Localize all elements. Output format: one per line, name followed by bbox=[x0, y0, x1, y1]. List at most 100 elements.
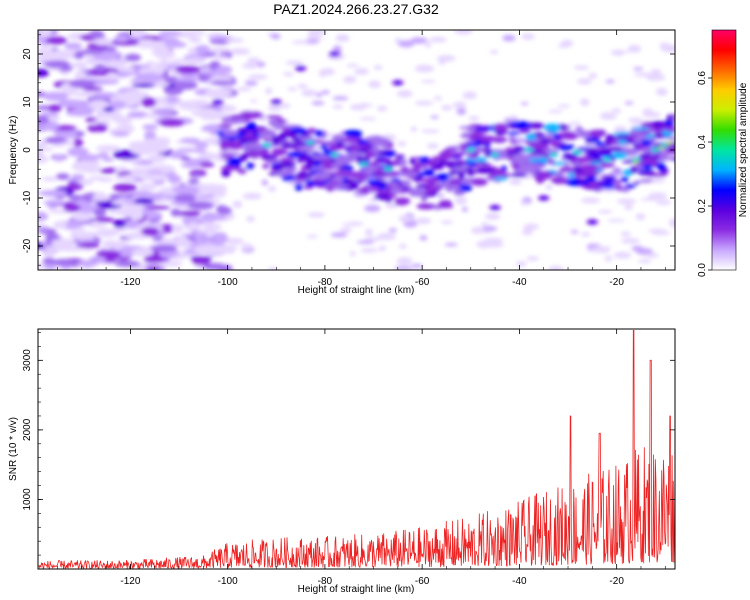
spectrogram-cell bbox=[277, 170, 288, 177]
spectrogram-cell bbox=[616, 134, 624, 139]
spectrogram-cell bbox=[436, 55, 456, 62]
spectrogram-cell bbox=[224, 143, 244, 150]
spectrogram-cell bbox=[262, 163, 270, 169]
spectrogram-cell bbox=[573, 65, 590, 70]
spectrogram-cell bbox=[326, 133, 334, 137]
spectrogram-cell bbox=[650, 68, 662, 75]
spectrogram-cell bbox=[384, 151, 396, 156]
spectrogram-cell bbox=[509, 173, 528, 178]
spectrogram-cell bbox=[550, 267, 561, 270]
spectrogram-cell bbox=[67, 62, 84, 68]
spectrogram-cell bbox=[123, 66, 136, 73]
spectrogram-cell bbox=[239, 111, 256, 120]
spectrogram-cell bbox=[53, 220, 68, 229]
spectrogram-cell bbox=[241, 62, 259, 69]
spectrogram-cell bbox=[620, 176, 630, 182]
spectrogram-cell bbox=[38, 115, 50, 125]
spectrogram-cell bbox=[341, 155, 351, 162]
spectrogram-cell bbox=[158, 30, 183, 37]
spectrogram-cell bbox=[452, 101, 467, 109]
spectrogram-cell bbox=[188, 222, 200, 231]
spectrogram-cell bbox=[580, 232, 591, 237]
spectrogram-cell bbox=[305, 161, 316, 166]
spectrogram-cell bbox=[444, 184, 461, 191]
spectrogram-cell bbox=[256, 61, 266, 68]
spectrogram-cell bbox=[471, 226, 484, 234]
spectrogram-cell bbox=[267, 104, 282, 112]
snr-y-label: SNR (10 * v/v) bbox=[8, 417, 19, 481]
spectrogram-cell bbox=[331, 163, 341, 169]
spectrogram-cell bbox=[174, 77, 200, 82]
spectrogram-cell bbox=[665, 147, 675, 155]
spectrogram-cell bbox=[63, 140, 75, 146]
spectrogram-cell bbox=[143, 255, 165, 263]
spectrogram-cell bbox=[438, 151, 451, 157]
spectrogram-cell bbox=[636, 248, 654, 256]
spectrogram-cell bbox=[484, 213, 501, 220]
spectrogram-cell bbox=[604, 158, 610, 162]
spectrogram-cell bbox=[155, 49, 176, 60]
spectrogram-cell bbox=[525, 133, 536, 141]
spectrogram-cell bbox=[361, 102, 368, 108]
spectrogram-cell bbox=[641, 164, 652, 170]
spectrogram-cell bbox=[38, 225, 49, 231]
spectrogram-cell bbox=[301, 89, 317, 97]
spectrogram-cell bbox=[658, 155, 675, 160]
spectrogram-cell bbox=[357, 140, 370, 145]
spectrogram-cell bbox=[77, 179, 94, 186]
spectrogram-cell bbox=[377, 105, 388, 112]
spectrogram-cell bbox=[365, 228, 373, 237]
spectrogram-cell bbox=[271, 135, 284, 143]
spectrogram-cell bbox=[247, 150, 266, 157]
snr-x-ticks: -120 -100 -80 -60 -40 -20 bbox=[57, 329, 666, 587]
spectrogram-cell bbox=[662, 143, 668, 147]
spectrogram-cell bbox=[394, 81, 401, 85]
spectrogram-cell bbox=[636, 133, 647, 139]
spectrogram-cell bbox=[175, 65, 201, 74]
spectrogram-cell bbox=[38, 30, 52, 38]
spectrogram-cell bbox=[319, 144, 327, 151]
spectrogram-cell bbox=[123, 97, 137, 107]
spectrogram-cell bbox=[103, 59, 124, 69]
spectrogram-cell bbox=[634, 181, 641, 185]
spectrogram-cell bbox=[634, 161, 638, 163]
colorbar-gradient bbox=[711, 29, 737, 271]
spectrogram-cell bbox=[589, 130, 605, 138]
spectrogram-cell bbox=[589, 161, 603, 165]
spectrogram-cell bbox=[71, 211, 94, 222]
snr-y-ticks: 1000 2000 3000 bbox=[22, 332, 675, 570]
spectrogram-cell bbox=[88, 175, 107, 181]
snr-x-label: Height of straight line (km) bbox=[298, 584, 415, 595]
spectrogram-cell bbox=[164, 41, 187, 48]
spectrogram-cell bbox=[321, 90, 331, 95]
spectrogram-cell bbox=[189, 173, 203, 178]
spectrogram-cell bbox=[443, 148, 457, 153]
spectrogram-cell bbox=[490, 136, 508, 143]
spectrogram-cell bbox=[294, 183, 303, 191]
spectrogram-cell bbox=[307, 141, 313, 145]
spectrogram-cell bbox=[554, 171, 565, 178]
spectrogram-cell bbox=[521, 228, 534, 236]
spectrogram-cell bbox=[282, 71, 295, 77]
spectrogram-cell bbox=[114, 35, 129, 42]
spectrogram-cell bbox=[245, 80, 258, 86]
spectrogram-cell bbox=[141, 226, 160, 236]
spectrogram-cell bbox=[211, 238, 225, 245]
spectrogram-cell bbox=[607, 175, 615, 180]
spectrogram-cell bbox=[279, 131, 299, 138]
spectrogram-cell bbox=[619, 186, 631, 193]
spectrogram-cell bbox=[202, 262, 227, 270]
spectrogram-cell bbox=[519, 128, 531, 134]
spectrogram-cell bbox=[489, 170, 500, 179]
spectrogram-cell bbox=[232, 200, 243, 209]
spectrogram-cell bbox=[335, 34, 350, 42]
spectrogram-cell bbox=[613, 125, 627, 133]
spectrogram-cell bbox=[509, 115, 518, 120]
spectrogram-cell bbox=[307, 30, 326, 36]
spectrogram-cell bbox=[94, 191, 106, 200]
spectrogram-cell bbox=[95, 250, 122, 258]
spectrogram-cell bbox=[230, 115, 242, 119]
spectrogram-cell bbox=[45, 36, 68, 45]
spectrogram-cell bbox=[194, 142, 209, 149]
spectrogram-cell bbox=[462, 132, 471, 137]
